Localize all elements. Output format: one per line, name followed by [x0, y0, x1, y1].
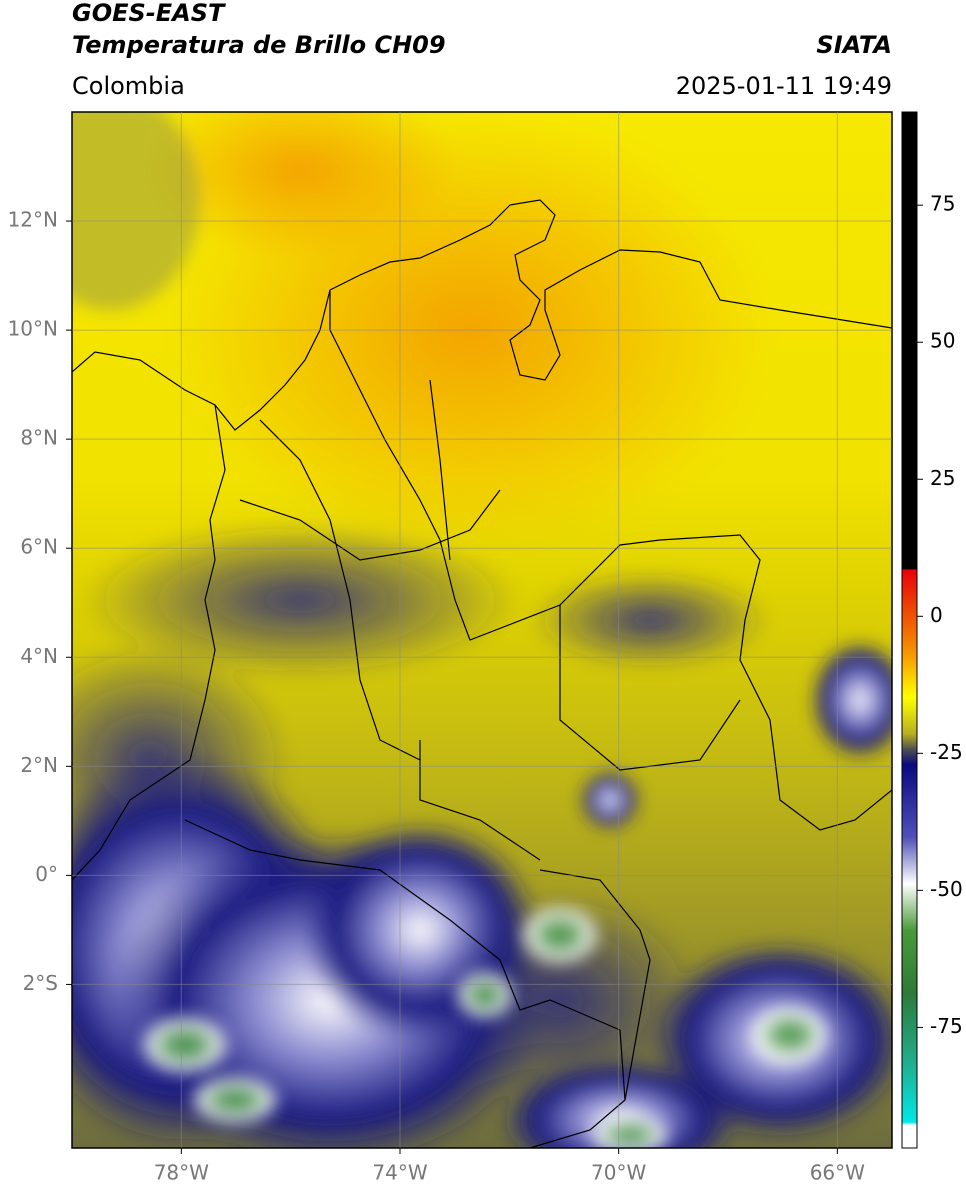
- title: GOES-EAST: [72, 0, 226, 27]
- y-tick-label: 2°S: [23, 971, 58, 995]
- datetime: 2025-01-11 19:49: [676, 72, 892, 100]
- x-tick-label: 78°W: [154, 1161, 209, 1185]
- department-borders: [239, 379, 741, 861]
- y-tick-label: 2°N: [20, 753, 58, 777]
- x-tick-label: 66°W: [810, 1161, 865, 1185]
- x-tick-label: 70°W: [591, 1161, 646, 1185]
- source: SIATA: [816, 31, 892, 59]
- colorbar-tick-label: 0: [930, 603, 943, 627]
- y-tick-label: 8°N: [20, 426, 58, 450]
- subtitle: Temperatura de Brillo CH09: [72, 31, 446, 59]
- colorbar-tick-label: -75: [930, 1014, 963, 1038]
- colorbar-tick-label: 75: [930, 192, 955, 216]
- y-tick-label: 0°: [35, 862, 58, 886]
- colorbar-tick-label: -25: [930, 740, 963, 764]
- colorbar-tick-label: 50: [930, 329, 955, 353]
- y-tick-label: 12°N: [8, 208, 58, 232]
- y-tick-label: 6°N: [20, 535, 58, 559]
- country-border: [72, 290, 892, 1148]
- satellite-image: [72, 112, 892, 1148]
- colorbar: [901, 111, 918, 1149]
- coastline: [72, 199, 892, 431]
- colorbar-tick-label: -50: [930, 877, 963, 901]
- map-frame: [71, 111, 893, 1149]
- y-tick-label: 4°N: [20, 644, 58, 668]
- y-tick-label: 10°N: [8, 317, 58, 341]
- x-tick-label: 74°W: [372, 1161, 427, 1185]
- region: Colombia: [72, 72, 185, 100]
- colorbar-tick-label: 25: [930, 466, 955, 490]
